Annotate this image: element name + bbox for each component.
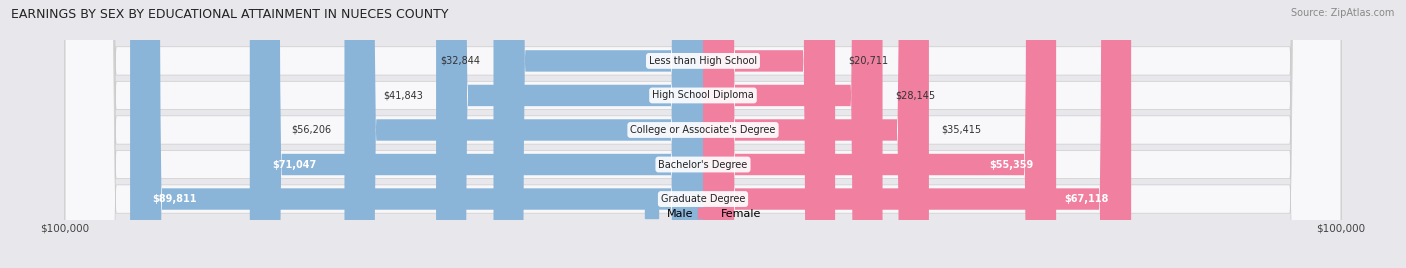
FancyBboxPatch shape	[344, 0, 703, 268]
Text: $56,206: $56,206	[291, 125, 332, 135]
Text: $67,118: $67,118	[1064, 194, 1109, 204]
Text: College or Associate's Degree: College or Associate's Degree	[630, 125, 776, 135]
FancyBboxPatch shape	[65, 0, 1341, 268]
Text: Graduate Degree: Graduate Degree	[661, 194, 745, 204]
Text: $32,844: $32,844	[440, 56, 481, 66]
FancyBboxPatch shape	[436, 0, 703, 268]
Text: $20,711: $20,711	[848, 56, 889, 66]
Text: $71,047: $71,047	[273, 159, 316, 170]
FancyBboxPatch shape	[250, 0, 703, 268]
Text: Source: ZipAtlas.com: Source: ZipAtlas.com	[1291, 8, 1395, 18]
FancyBboxPatch shape	[131, 0, 703, 268]
FancyBboxPatch shape	[703, 0, 1132, 268]
FancyBboxPatch shape	[703, 0, 835, 268]
Text: $89,811: $89,811	[152, 194, 197, 204]
FancyBboxPatch shape	[703, 0, 883, 268]
FancyBboxPatch shape	[703, 0, 1056, 268]
FancyBboxPatch shape	[65, 0, 1341, 268]
FancyBboxPatch shape	[65, 0, 1341, 268]
FancyBboxPatch shape	[65, 0, 1341, 268]
FancyBboxPatch shape	[65, 0, 1341, 268]
FancyBboxPatch shape	[703, 0, 929, 268]
Text: $28,145: $28,145	[896, 90, 935, 100]
Text: $41,843: $41,843	[384, 90, 423, 100]
Text: High School Diploma: High School Diploma	[652, 90, 754, 100]
Text: Less than High School: Less than High School	[650, 56, 756, 66]
Text: $55,359: $55,359	[990, 159, 1033, 170]
FancyBboxPatch shape	[494, 0, 703, 268]
Text: $35,415: $35,415	[942, 125, 981, 135]
Text: Bachelor's Degree: Bachelor's Degree	[658, 159, 748, 170]
Text: EARNINGS BY SEX BY EDUCATIONAL ATTAINMENT IN NUECES COUNTY: EARNINGS BY SEX BY EDUCATIONAL ATTAINMEN…	[11, 8, 449, 21]
Legend: Male, Female: Male, Female	[641, 204, 765, 223]
